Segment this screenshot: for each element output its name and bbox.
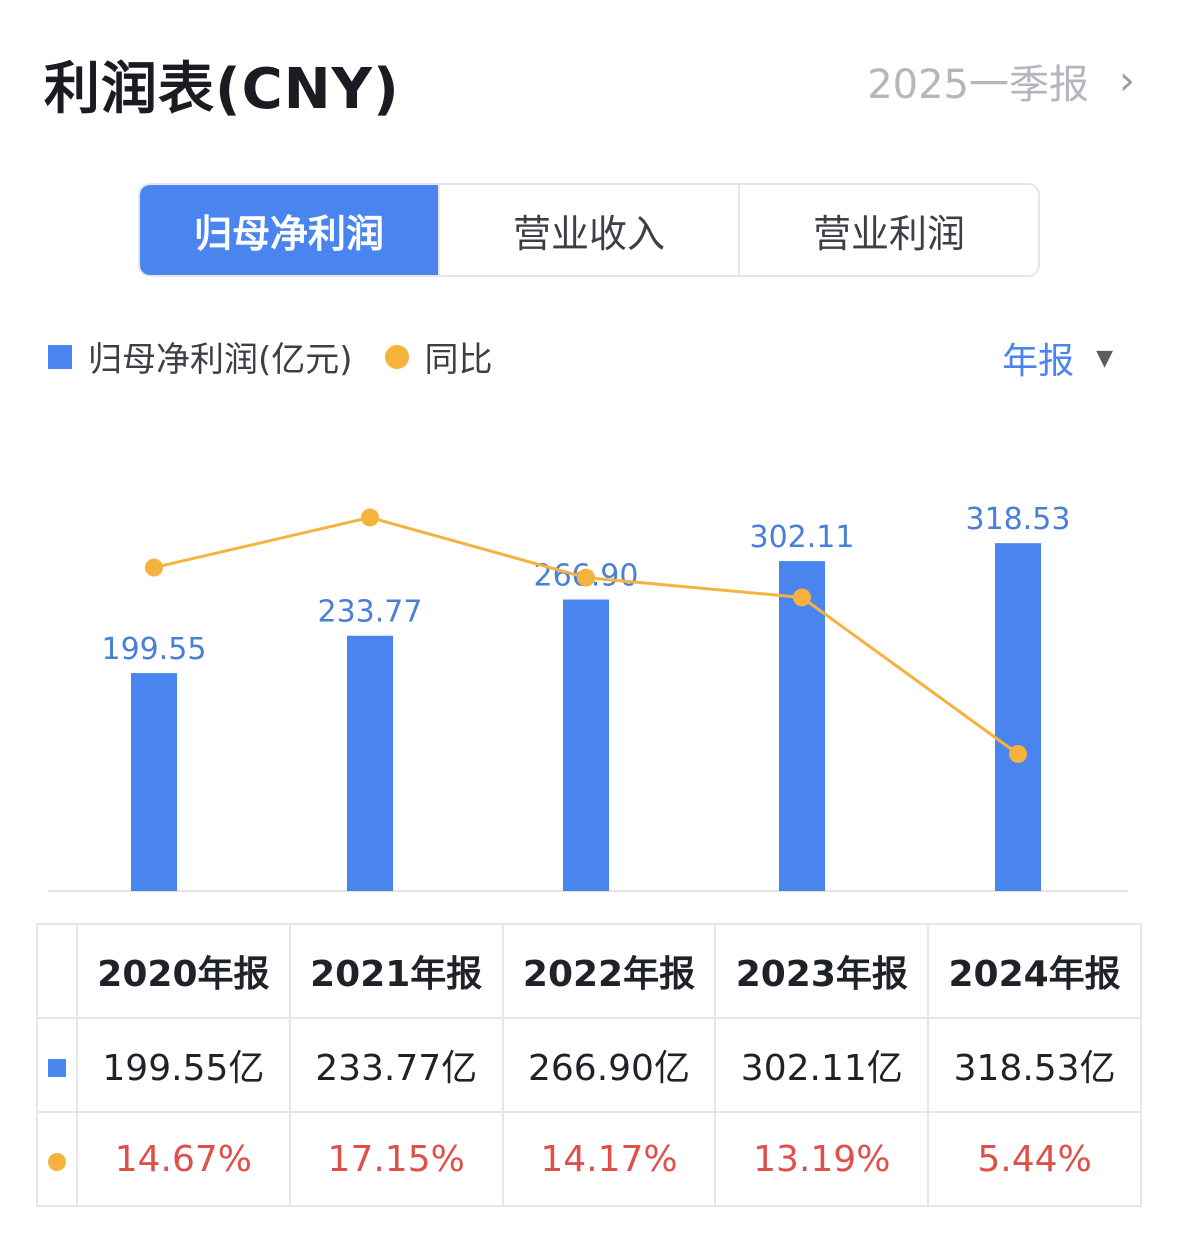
table-cell: 5.44% <box>927 1111 1142 1207</box>
bar-2[interactable] <box>563 599 609 891</box>
table-row-net-profit: 199.55亿 233.77亿 266.90亿 302.11亿 318.53亿 <box>36 1017 1142 1113</box>
table-corner-cell <box>36 923 78 1019</box>
tab-net-profit[interactable]: 归母净利润 <box>140 185 438 275</box>
table-cell: 14.17% <box>501 1111 717 1207</box>
table-cell: 14.67% <box>76 1111 291 1207</box>
bar-4[interactable] <box>995 543 1041 891</box>
yoy-point-2[interactable] <box>577 568 595 587</box>
yoy-point-4[interactable] <box>1009 745 1027 763</box>
table-cell: 13.19% <box>714 1111 930 1207</box>
table-cell: 17.15% <box>288 1111 504 1207</box>
table-cell: 266.90亿 <box>501 1017 717 1113</box>
tab-operating-profit[interactable]: 营业利润 <box>738 185 1038 275</box>
period-selector[interactable]: 2025一季报 › <box>867 52 1135 110</box>
yoy-point-1[interactable] <box>361 508 379 527</box>
table-cell: 233.77亿 <box>288 1017 504 1113</box>
row-bar-swatch-cell <box>36 1017 78 1113</box>
bar-3[interactable] <box>779 561 825 891</box>
legend-line-swatch <box>384 344 409 369</box>
chevron-right-icon: › <box>1119 58 1135 104</box>
table-header-cell: 2024年报 <box>927 923 1142 1019</box>
yoy-point-0[interactable] <box>145 558 163 577</box>
bar-swatch-icon <box>48 1058 66 1077</box>
bar-1[interactable] <box>347 635 393 891</box>
table-header-cell: 2022年报 <box>501 923 717 1019</box>
report-type-label: 年报 <box>1002 341 1075 382</box>
bar-value-label-4: 318.53 <box>966 502 1071 537</box>
table-header-row: 2020年报 2021年报 2022年报 2023年报 2024年报 <box>36 923 1142 1019</box>
bar-value-label-0: 199.55 <box>102 632 207 667</box>
legend-line-label: 同比 <box>424 340 493 380</box>
metric-tabs: 归母净利润 营业收入 营业利润 <box>138 183 1040 277</box>
table-header-cell: 2021年报 <box>288 923 504 1019</box>
tab-revenue[interactable]: 营业收入 <box>438 185 738 275</box>
report-type-dropdown[interactable]: 年报 ▼ <box>1002 332 1113 384</box>
table-header-cell: 2023年报 <box>714 923 930 1019</box>
bar-0[interactable] <box>131 673 177 891</box>
legend-bar-swatch <box>48 344 72 369</box>
legend-bar-label: 归母净利润(亿元) <box>88 340 353 380</box>
page-title: 利润表(CNY) <box>44 57 400 122</box>
table-row-yoy: 14.67% 17.15% 14.17% 13.19% 5.44% <box>36 1111 1142 1207</box>
table-cell: 199.55亿 <box>76 1017 291 1113</box>
bar-value-label-1: 233.77 <box>318 595 423 630</box>
table-header-cell: 2020年报 <box>76 923 291 1019</box>
bar-value-label-3: 302.11 <box>750 520 855 555</box>
table-cell: 302.11亿 <box>714 1017 930 1113</box>
caret-down-icon: ▼ <box>1096 345 1113 371</box>
yoy-point-3[interactable] <box>793 588 811 607</box>
data-table: 2020年报 2021年报 2022年报 2023年报 2024年报 199.5… <box>36 923 1142 1207</box>
line-swatch-icon <box>48 1152 66 1171</box>
row-line-swatch-cell <box>36 1111 78 1207</box>
chart-legend: 归母净利润(亿元) 同比 <box>48 332 493 381</box>
table-cell: 318.53亿 <box>927 1017 1142 1113</box>
period-label: 2025一季报 <box>867 62 1089 108</box>
